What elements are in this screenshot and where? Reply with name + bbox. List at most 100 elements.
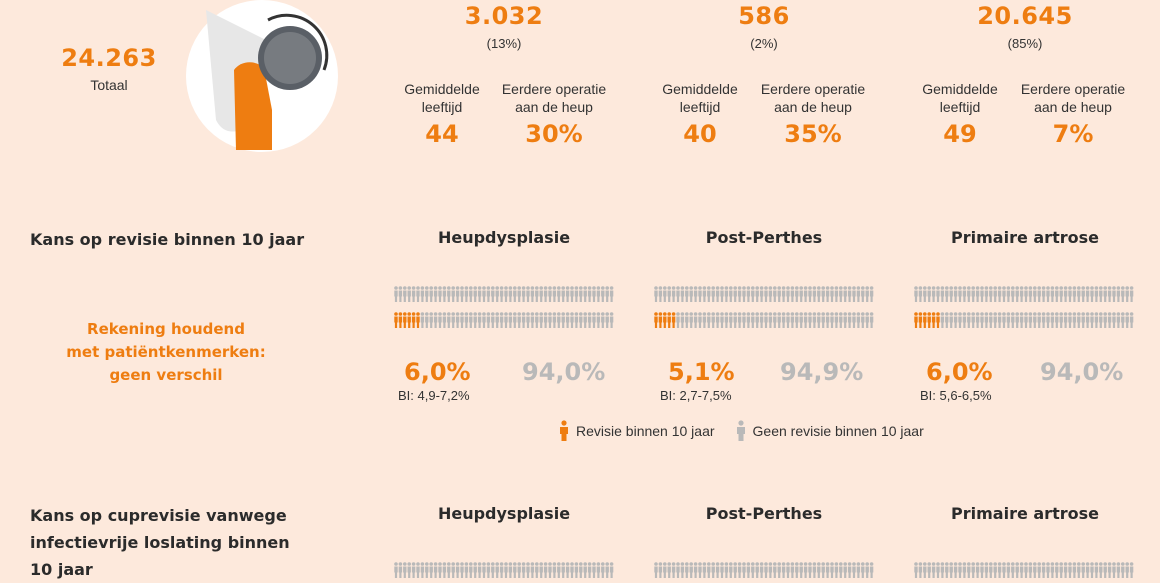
person-icon-48 bbox=[865, 562, 869, 578]
person-icon-63 bbox=[711, 312, 715, 328]
person-icon-56 bbox=[420, 312, 425, 328]
person-icon-13 bbox=[711, 286, 715, 302]
icon-array-primaire-artrose bbox=[914, 286, 1134, 328]
note-line: geen verschil bbox=[109, 366, 223, 384]
person-icon-6 bbox=[680, 562, 685, 578]
person-icon-75 bbox=[764, 312, 768, 328]
person-icon-27 bbox=[773, 286, 777, 302]
person-icon-93 bbox=[1103, 312, 1107, 328]
person-icon-25 bbox=[504, 286, 508, 302]
person-icon-8 bbox=[429, 562, 433, 578]
person-icon-90 bbox=[570, 312, 574, 328]
person-icon-98 bbox=[605, 312, 609, 328]
person-icon-0 bbox=[914, 562, 918, 578]
person-icon-89 bbox=[1085, 312, 1090, 328]
prior-op-label: Eerdere operatie aan de heup bbox=[760, 81, 866, 115]
person-icon-6 bbox=[940, 286, 945, 302]
person-icon-34 bbox=[803, 286, 808, 302]
person-icon-68 bbox=[993, 312, 997, 328]
person-icon-56 bbox=[680, 312, 685, 328]
person-icon-38 bbox=[821, 562, 825, 578]
person-icon-18 bbox=[473, 286, 477, 302]
person-icon-23 bbox=[755, 562, 759, 578]
person-icon-74 bbox=[499, 312, 504, 328]
person-icon-6 bbox=[940, 562, 945, 578]
person-icon-38 bbox=[1081, 562, 1085, 578]
person-icon-71 bbox=[486, 312, 491, 328]
person-icon-65 bbox=[460, 312, 464, 328]
person-icon-7 bbox=[425, 286, 429, 302]
person-icon-84 bbox=[803, 312, 808, 328]
note-line: Rekening houdend bbox=[87, 320, 245, 338]
group-title: Heupdysplasie bbox=[437, 228, 571, 247]
person-icon-39 bbox=[1085, 562, 1090, 578]
person-icon-44 bbox=[1107, 562, 1112, 578]
person-icon-25 bbox=[764, 286, 768, 302]
person-icon-31 bbox=[790, 286, 795, 302]
person-icon-2 bbox=[923, 562, 927, 578]
person-icon-51 bbox=[918, 312, 923, 328]
person-icon-48 bbox=[605, 286, 609, 302]
person-icon-15 bbox=[980, 286, 984, 302]
person-icon-95 bbox=[852, 312, 856, 328]
person-icon-37 bbox=[817, 562, 821, 578]
person-icon-60 bbox=[438, 312, 442, 328]
avg-age-value: 49 bbox=[943, 120, 977, 148]
person-icon-99 bbox=[609, 312, 614, 328]
person-icon-15 bbox=[460, 286, 464, 302]
person-icon-38 bbox=[561, 286, 565, 302]
person-icon-53 bbox=[927, 312, 931, 328]
person-icon-26 bbox=[768, 562, 773, 578]
person-icon-37 bbox=[1077, 562, 1081, 578]
person-icon-18 bbox=[733, 562, 737, 578]
person-icon-37 bbox=[817, 286, 821, 302]
person-icon-22 bbox=[751, 286, 755, 302]
group-title: Post-Perthes bbox=[705, 228, 823, 247]
person-icon-34 bbox=[803, 562, 808, 578]
person-icon-33 bbox=[1059, 562, 1063, 578]
person-icon-62 bbox=[447, 312, 451, 328]
person-icon-45 bbox=[1112, 562, 1116, 578]
person-icon-33 bbox=[799, 286, 803, 302]
person-icon-15 bbox=[720, 562, 724, 578]
person-icon-10 bbox=[698, 562, 702, 578]
person-icon-0 bbox=[654, 562, 658, 578]
person-icon-54 bbox=[931, 312, 936, 328]
person-icon-32 bbox=[1055, 286, 1059, 302]
person-icon-20 bbox=[1002, 562, 1006, 578]
person-icon-44 bbox=[847, 286, 852, 302]
person-icon-31 bbox=[790, 562, 795, 578]
person-icon-1 bbox=[918, 286, 923, 302]
person-icon-41 bbox=[1094, 286, 1099, 302]
group-count: 20.645 bbox=[977, 2, 1073, 30]
person-icon-15 bbox=[980, 562, 984, 578]
person-icon-26 bbox=[508, 286, 513, 302]
person-icon-35 bbox=[548, 286, 552, 302]
person-icon-27 bbox=[1033, 286, 1037, 302]
person-icon-10 bbox=[698, 286, 702, 302]
person-icon-48 bbox=[865, 286, 869, 302]
person-icon-81 bbox=[530, 312, 535, 328]
person-icon-61 bbox=[702, 312, 707, 328]
person-icon-38 bbox=[821, 286, 825, 302]
person-icon-84 bbox=[543, 312, 548, 328]
prior-op-value: 35% bbox=[784, 120, 842, 148]
adjusted-note: Rekening houdend met patiëntkenmerken: g… bbox=[36, 318, 296, 387]
person-icon-87 bbox=[817, 312, 821, 328]
person-icon-12 bbox=[967, 286, 971, 302]
person-icon-39 bbox=[565, 562, 570, 578]
person-icon-5 bbox=[416, 286, 420, 302]
person-icon-94 bbox=[587, 312, 592, 328]
person-icon-46 bbox=[856, 286, 861, 302]
person-icon-3 bbox=[667, 562, 671, 578]
person-icon-8 bbox=[429, 286, 433, 302]
person-icon-18 bbox=[993, 286, 997, 302]
person-icon-69 bbox=[477, 312, 482, 328]
person-icon-28 bbox=[517, 286, 521, 302]
person-icon-32 bbox=[795, 286, 799, 302]
person-icon-29 bbox=[781, 286, 786, 302]
no-revision-percentage: 94,0% bbox=[1040, 358, 1124, 386]
person-icon-86 bbox=[552, 312, 557, 328]
person-icon-66 bbox=[984, 312, 989, 328]
person-icon-15 bbox=[460, 562, 464, 578]
